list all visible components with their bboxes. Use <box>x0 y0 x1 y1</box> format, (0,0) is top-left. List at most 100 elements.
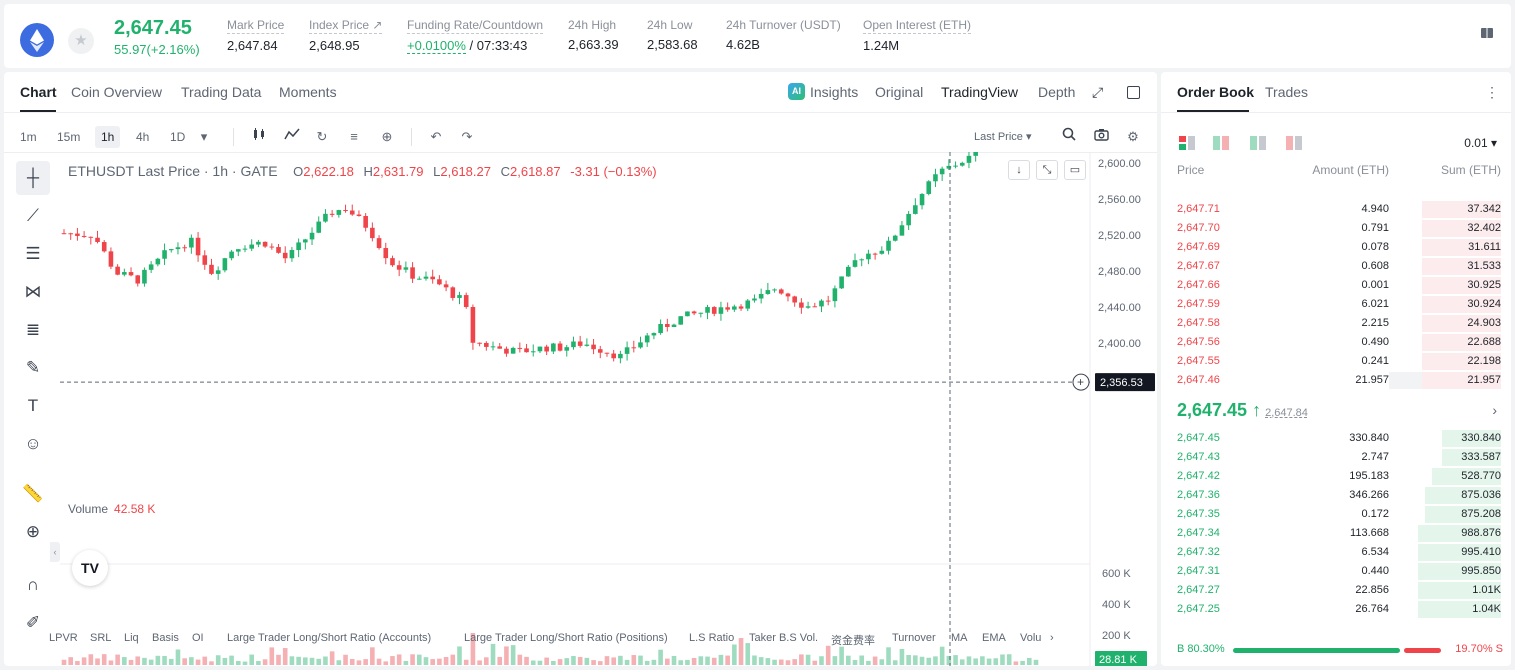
add-indicator-icon[interactable]: ⊕ <box>381 129 393 144</box>
indicator-13[interactable]: Volu <box>1020 632 1042 644</box>
view-tradingview[interactable]: TradingView <box>941 84 1019 100</box>
magnet-tool-icon[interactable]: ∩ <box>26 575 40 594</box>
indicator-11[interactable]: MA <box>951 632 968 644</box>
bids-only-icon[interactable] <box>1250 136 1266 150</box>
ask-row[interactable]: 2,647.69 0.078 31.611 <box>1161 238 1511 257</box>
ask-row[interactable]: 2,647.67 0.608 31.533 <box>1161 257 1511 276</box>
tab-trades[interactable]: Trades <box>1265 84 1309 100</box>
text-tool-icon[interactable]: T <box>27 396 39 415</box>
scroll-down-icon[interactable]: ↓ <box>1008 160 1030 180</box>
interval-1d[interactable]: 1D <box>170 130 186 144</box>
indicator-3[interactable]: Basis <box>152 632 179 644</box>
pattern-tool-icon[interactable]: ⋈ <box>24 282 42 301</box>
bid-row[interactable]: 2,647.45 330.840 330.840 <box>1161 429 1511 448</box>
brush-tool-icon[interactable]: ✎ <box>25 358 41 377</box>
search-icon[interactable] <box>1058 126 1080 148</box>
ask-row[interactable]: 2,647.59 6.021 30.924 <box>1161 295 1511 314</box>
interval-15m[interactable]: 15m <box>57 130 81 144</box>
ask-row[interactable]: 2,647.58 2.215 24.903 <box>1161 314 1511 333</box>
candle <box>825 300 831 302</box>
chevron-right-icon[interactable]: › <box>1050 632 1054 644</box>
asks-only-icon[interactable] <box>1286 136 1302 150</box>
hlines-tool-icon[interactable]: ☰ <box>25 244 41 263</box>
refresh-icon[interactable]: ↻ <box>316 129 328 144</box>
indicator-7[interactable]: L.S Ratio <box>689 632 735 644</box>
tab-moments[interactable]: Moments <box>279 84 337 100</box>
undo-icon[interactable]: ↶ <box>430 129 442 144</box>
ask-row[interactable]: 2,647.46 21.957 21.957 <box>1161 371 1511 390</box>
tab-chart[interactable]: Chart <box>20 84 57 100</box>
collapse-icon[interactable]: ⤡ <box>1036 160 1058 180</box>
both-sides-icon[interactable] <box>1179 136 1195 150</box>
more-icon[interactable]: ⋮ <box>1485 84 1499 100</box>
crosshair-tool-icon[interactable]: ┼ <box>16 161 50 195</box>
pencil-lock-icon[interactable]: ✐ <box>25 613 41 632</box>
bid-row[interactable]: 2,647.42 195.183 528.770 <box>1161 467 1511 486</box>
bid-row[interactable]: 2,647.43 2.747 333.587 <box>1161 448 1511 467</box>
split-sides-icon[interactable] <box>1213 136 1229 150</box>
chevron-right-icon[interactable]: › <box>1492 402 1497 418</box>
indicator-2[interactable]: Liq <box>124 632 139 644</box>
templates-icon[interactable]: ≡ <box>350 129 358 144</box>
volume-bar <box>691 658 697 665</box>
indicator-0[interactable]: LPVR <box>49 632 78 644</box>
view-original[interactable]: Original <box>875 84 924 100</box>
candle-type-icon[interactable] <box>248 126 270 148</box>
indicator-5[interactable]: Large Trader Long/Short Ratio (Accounts) <box>227 632 432 644</box>
indicator-10[interactable]: Turnover <box>892 632 936 644</box>
trendline-tool-icon[interactable]: ⟋ <box>27 206 39 225</box>
redo-icon[interactable]: ↷ <box>461 129 473 144</box>
expand-icon[interactable]: ⤢ <box>1092 84 1104 100</box>
book-icon[interactable] <box>1477 26 1497 46</box>
view-insights[interactable]: Insights <box>810 84 859 100</box>
indicator-8[interactable]: Taker B.S Vol. <box>749 632 819 644</box>
indicator-6[interactable]: Large Trader Long/Short Ratio (Positions… <box>464 632 668 644</box>
tab-order-book[interactable]: Order Book <box>1177 84 1255 100</box>
zoom-tool-icon[interactable]: ⊕ <box>25 522 41 541</box>
chevron-down-icon[interactable]: ▾ <box>200 129 208 144</box>
window-icon[interactable] <box>1127 86 1140 99</box>
favorite-star-icon[interactable]: ★ <box>68 28 94 54</box>
interval-1h[interactable]: 1h <box>95 126 121 148</box>
bid-row[interactable]: 2,647.35 0.172 875.208 <box>1161 505 1511 524</box>
ask-row[interactable]: 2,647.66 0.001 30.925 <box>1161 276 1511 295</box>
ask-row[interactable]: 2,647.71 4.940 37.342 <box>1161 200 1511 219</box>
bid-price: 2,647.36 <box>1177 489 1220 501</box>
ask-row[interactable]: 2,647.56 0.490 22.688 <box>1161 333 1511 352</box>
indicator-4[interactable]: OI <box>192 632 204 644</box>
interval-1m[interactable]: 1m <box>20 130 37 144</box>
bid-row[interactable]: 2,647.25 26.764 1.04K <box>1161 600 1511 619</box>
indicator-9[interactable]: 资金费率 <box>831 635 875 647</box>
ask-row[interactable]: 2,647.55 0.241 22.198 <box>1161 352 1511 371</box>
bid-row[interactable]: 2,647.36 346.266 875.036 <box>1161 486 1511 505</box>
volume-bar <box>638 655 643 665</box>
price-type-select[interactable]: Last Price ▾ <box>974 131 1032 143</box>
tradingview-logo[interactable]: TV <box>72 550 108 586</box>
camera-icon[interactable] <box>1090 126 1112 148</box>
view-depth[interactable]: Depth <box>1038 84 1076 100</box>
fullscreen-icon[interactable]: ▭ <box>1064 160 1086 180</box>
volume-bar <box>557 659 563 665</box>
bid-row[interactable]: 2,647.32 6.534 995.410 <box>1161 543 1511 562</box>
indicator-1[interactable]: SRL <box>90 632 112 644</box>
indicator-12[interactable]: EMA <box>982 632 1006 644</box>
gear-icon[interactable]: ⚙ <box>1127 129 1139 144</box>
collapse-tools-icon[interactable]: ‹ <box>50 542 60 562</box>
bid-row[interactable]: 2,647.27 22.856 1.01K <box>1161 581 1511 600</box>
bid-row[interactable]: 2,647.31 0.440 995.850 <box>1161 562 1511 581</box>
candle <box>437 279 442 285</box>
precision-select[interactable]: 0.01 ▾ <box>1464 136 1497 150</box>
ask-row[interactable]: 2,647.70 0.791 32.402 <box>1161 219 1511 238</box>
interval-4h[interactable]: 4h <box>136 130 150 144</box>
ask-amount: 21.957 <box>1355 374 1389 386</box>
candlestick-chart[interactable]: 2,680.002,640.002,600.002,560.002,520.00… <box>4 152 1157 666</box>
tab-trading-data[interactable]: Trading Data <box>181 84 262 100</box>
fib-tool-icon[interactable]: ≣ <box>25 320 41 339</box>
candle <box>946 165 952 169</box>
indicators-icon[interactable] <box>281 126 303 148</box>
emoji-tool-icon[interactable]: ☺ <box>24 434 42 453</box>
bid-row[interactable]: 2,647.34 113.668 988.876 <box>1161 524 1511 543</box>
stat-index-price[interactable]: Index Price ↗ 2,648.95 <box>309 18 383 53</box>
tab-coin-overview[interactable]: Coin Overview <box>71 84 163 100</box>
ruler-tool-icon[interactable]: 📏 <box>22 484 44 503</box>
